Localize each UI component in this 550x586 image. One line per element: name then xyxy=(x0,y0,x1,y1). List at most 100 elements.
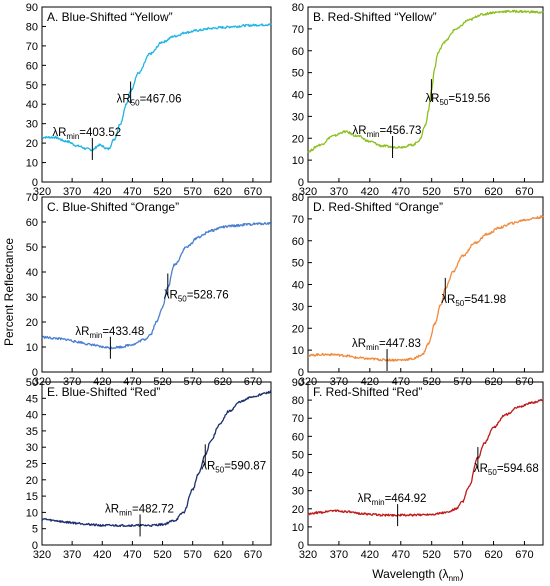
y-tick-label: 20 xyxy=(292,323,304,335)
y-tick-label: 30 xyxy=(26,119,38,131)
x-tick-label: 370 xyxy=(63,549,81,561)
y-tick-label: 10 xyxy=(26,342,38,354)
x-tick-label: 620 xyxy=(214,186,232,198)
x-tick-label: 620 xyxy=(214,549,232,561)
x-tick-label: 420 xyxy=(361,549,379,561)
lambda-rmin-annotation: λRmin=482.72 xyxy=(105,503,174,517)
y-tick-label: 10 xyxy=(26,507,38,519)
y-tick-label: 70 xyxy=(292,214,304,226)
lambda-rmin-annotation: λRmin=403.52 xyxy=(52,127,121,141)
y-tick-label: 10 xyxy=(292,155,304,167)
y-tick-label: 40 xyxy=(292,280,304,292)
y-tick-label: 60 xyxy=(292,46,304,58)
y-tick-label: 0 xyxy=(32,540,38,552)
lambda-rmin-annotation: λRmin=456.73 xyxy=(353,125,422,139)
series-line xyxy=(307,9,544,153)
y-tick-label: 10 xyxy=(26,158,38,170)
y-tick-label: 90 xyxy=(26,2,38,14)
y-tick-label: 20 xyxy=(292,504,304,516)
y-tick-label: 0 xyxy=(298,540,304,552)
y-tick-label: 50 xyxy=(26,80,38,92)
y-tick-label: 50 xyxy=(26,377,38,389)
x-tick-label: 470 xyxy=(123,186,141,198)
series-line xyxy=(41,390,272,528)
x-tick-label: 670 xyxy=(515,186,533,198)
x-tick-label: 670 xyxy=(244,186,262,198)
lambda-rmin-annotation: λRmin=464.92 xyxy=(358,493,427,507)
y-tick-label: 10 xyxy=(292,345,304,357)
y-axis-label: Percent Reflectance xyxy=(2,238,16,346)
y-tick-label: 30 xyxy=(292,301,304,313)
plot-frame xyxy=(307,381,544,546)
y-tick-label: 40 xyxy=(26,267,38,279)
lambda-r50-annotation: λR50=528.76 xyxy=(164,290,229,304)
y-tick-label: 80 xyxy=(292,192,304,204)
x-tick-label: 320 xyxy=(33,549,51,561)
x-tick-label: 520 xyxy=(153,549,171,561)
y-tick-label: 80 xyxy=(292,395,304,407)
y-tick-label: 70 xyxy=(292,413,304,425)
x-axis-label: Wavelength (λnm) xyxy=(372,567,463,583)
y-tick-label: 40 xyxy=(292,468,304,480)
y-tick-label: 50 xyxy=(292,68,304,80)
x-tick-label: 420 xyxy=(361,186,379,198)
plot-frame xyxy=(41,196,272,373)
x-tick-label: 470 xyxy=(392,549,410,561)
y-tick-label: 0 xyxy=(32,367,38,379)
panel-title: F. Red-Shifted “Red” xyxy=(313,385,422,399)
x-tick-label: 420 xyxy=(93,549,111,561)
x-tick-label: 320 xyxy=(299,549,317,561)
lambda-rmin-annotation: λRmin=447.83 xyxy=(352,338,421,352)
x-tick-label: 570 xyxy=(183,549,201,561)
x-tick-label: 620 xyxy=(484,549,502,561)
x-tick-label: 420 xyxy=(93,186,111,198)
x-tick-label: 470 xyxy=(392,186,410,198)
y-tick-label: 15 xyxy=(26,491,38,503)
chart-panel: 0 10 20 30 40 50 60 70 80 90 320 370 420 470 520 570 620… xyxy=(26,2,272,198)
y-tick-label: 30 xyxy=(26,442,38,454)
panel-title: E. Blue-Shifted “Red” xyxy=(47,385,160,399)
lambda-r50-annotation: λR50=467.06 xyxy=(117,94,182,108)
x-tick-label: 670 xyxy=(515,549,533,561)
y-tick-label: 50 xyxy=(292,449,304,461)
y-tick-label: 60 xyxy=(26,217,38,229)
panel-title: A. Blue-Shifted “Yellow” xyxy=(47,10,173,24)
y-tick-label: 20 xyxy=(26,138,38,150)
x-tick-label: 370 xyxy=(330,186,348,198)
y-tick-label: 40 xyxy=(292,90,304,102)
y-tick-label: 30 xyxy=(26,292,38,304)
lambda-r50-annotation: λR50=590.87 xyxy=(201,460,266,474)
x-tick-label: 570 xyxy=(183,186,201,198)
x-tick-label: 570 xyxy=(453,549,471,561)
y-tick-label: 30 xyxy=(292,111,304,123)
y-tick-label: 60 xyxy=(292,236,304,248)
series-line xyxy=(307,398,544,517)
chart-panel: 0 10 20 30 40 50 60 70 80 90 320 370 420 470 520 570 620… xyxy=(292,377,544,561)
panel-title: B. Red-Shifted “Yellow” xyxy=(313,10,437,24)
y-tick-label: 0 xyxy=(298,177,304,189)
chart-panel: 0 5 10 15 20 25 30 35 40 45 50 320 370 420 470 520 570 62… xyxy=(26,377,272,561)
y-tick-label: 90 xyxy=(292,377,304,389)
x-tick-label: 470 xyxy=(123,549,141,561)
series-line xyxy=(41,221,272,350)
x-tick-label: 520 xyxy=(153,186,171,198)
plot-frame xyxy=(41,6,272,183)
y-tick-label: 40 xyxy=(26,410,38,422)
y-tick-label: 25 xyxy=(26,459,38,471)
y-tick-label: 80 xyxy=(26,21,38,33)
x-tick-label: 320 xyxy=(33,186,51,198)
panel-title: D. Red-Shifted “Orange” xyxy=(313,200,443,214)
y-tick-label: 40 xyxy=(26,99,38,111)
x-tick-label: 670 xyxy=(244,549,262,561)
lambda-r50-annotation: λR50=594.68 xyxy=(474,463,539,477)
x-axis-label-main: Wavelength (λ xyxy=(372,567,448,581)
lambda-rmin-annotation: λRmin=433.48 xyxy=(75,326,144,340)
y-tick-label: 45 xyxy=(26,393,38,405)
series-line xyxy=(307,215,544,362)
y-tick-label: 50 xyxy=(292,258,304,270)
y-tick-label: 70 xyxy=(26,192,38,204)
